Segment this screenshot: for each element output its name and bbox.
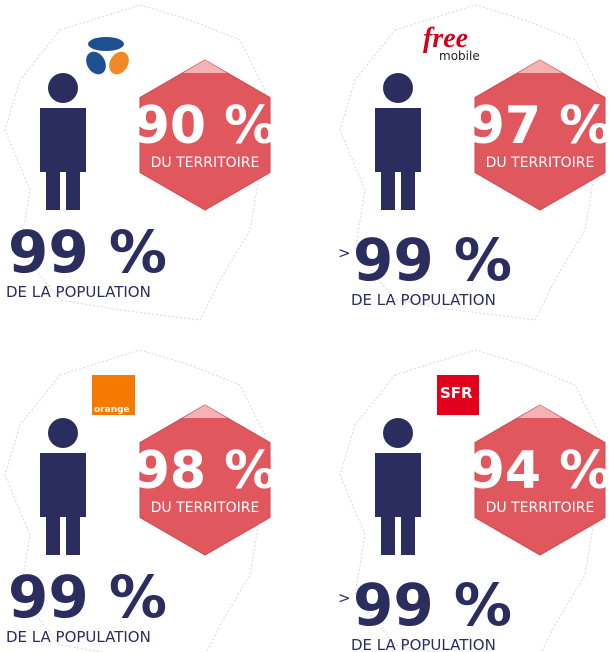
population-value: 99 %	[353, 571, 512, 639]
panel: 94 %DU TERRITOIRE > 99 %DE LA POPULATION SF…	[338, 349, 609, 652]
map-outline	[339, 349, 601, 652]
territory-value: 94 %	[469, 441, 609, 501]
population-label: DE LA POPULATION	[351, 636, 496, 652]
territory-label: DU TERRITOIRE	[486, 155, 595, 171]
hexagon-top	[518, 405, 562, 418]
person-body	[40, 453, 86, 555]
territory-label: DU TERRITOIRE	[151, 500, 260, 516]
logo-text: SFR	[440, 384, 473, 402]
territory-label: DU TERRITOIRE	[151, 155, 260, 171]
prefix: >	[338, 589, 351, 607]
logo-box	[437, 375, 479, 415]
hexagon-top	[518, 60, 562, 73]
logo-text: orange	[94, 405, 130, 415]
population-value: 99 %	[353, 226, 512, 294]
panel: 98 %DU TERRITOIRE 99 %DE LA POPULATION ora…	[4, 349, 277, 652]
person-head	[48, 418, 78, 448]
hexagon	[139, 404, 271, 556]
population-label: DE LA POPULATION	[351, 291, 496, 309]
population-label: DE LA POPULATION	[6, 628, 151, 646]
population-value: 99 %	[8, 218, 167, 286]
population-label: DE LA POPULATION	[6, 283, 151, 301]
territory-label: DU TERRITOIRE	[486, 500, 595, 516]
person-head	[383, 73, 413, 103]
population-value: 99 %	[8, 563, 167, 631]
logo-shape	[86, 51, 106, 75]
panel: 90 %DU TERRITOIRE 99 %DE LA POPULATION	[4, 4, 277, 321]
prefix: >	[338, 244, 351, 262]
logo-shape	[109, 51, 129, 75]
territory-value: 97 %	[469, 96, 609, 156]
person-head	[48, 73, 78, 103]
person-body	[375, 108, 421, 210]
logo-box	[92, 375, 135, 415]
hexagon-top	[183, 60, 227, 73]
hexagon	[139, 59, 271, 211]
person-body	[375, 453, 421, 555]
person-body	[40, 108, 86, 210]
hexagon	[474, 404, 606, 556]
logo-text: free	[423, 23, 468, 54]
panel: 97 %DU TERRITOIRE > 99 %DE LA POPULATION fr…	[338, 4, 609, 321]
hexagon-top	[183, 405, 227, 418]
hexagon	[474, 59, 606, 211]
map-outline	[4, 4, 266, 321]
territory-value: 90 %	[134, 96, 277, 156]
territory-value: 98 %	[134, 441, 277, 501]
logo-text: mobile	[439, 49, 480, 63]
map-outline	[4, 349, 266, 652]
map-outline	[339, 4, 601, 321]
person-head	[383, 418, 413, 448]
logo-shape	[88, 37, 124, 51]
